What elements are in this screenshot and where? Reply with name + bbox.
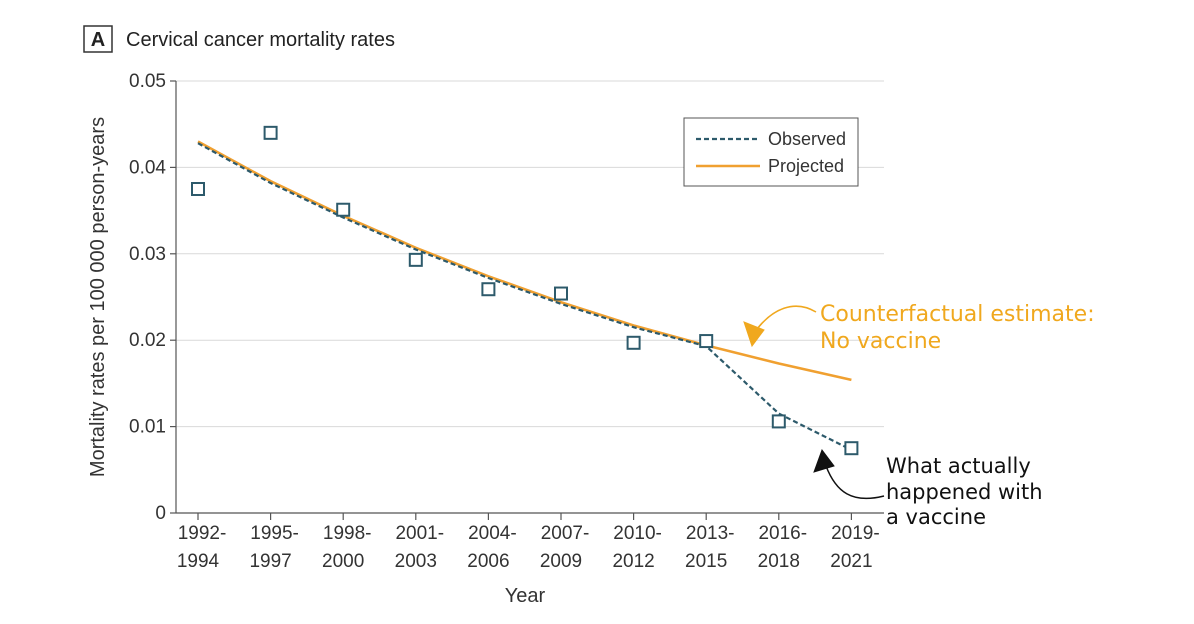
y-tick-label: 0.05 <box>129 71 166 92</box>
y-axis-ticks: 0 0.01 0.02 0.03 0.04 0.05 <box>129 71 176 524</box>
x-tick-label: 1992- <box>178 523 227 544</box>
x-tick-label: 2003 <box>395 551 437 572</box>
actual-arrow-curve <box>825 465 885 500</box>
y-tick-label: 0.01 <box>129 417 166 438</box>
x-tick-label: 1995- <box>250 523 299 544</box>
x-tick-label: 2000 <box>322 551 364 572</box>
panel-label: A <box>91 29 105 51</box>
x-tick-label: 1994 <box>177 551 220 572</box>
actual-line-2: happened with <box>886 480 1043 504</box>
x-tick-label: 2010- <box>613 523 662 544</box>
counterfactual-annotation: Counterfactual estimate: No vaccine <box>743 302 1095 354</box>
y-tick-label: 0.02 <box>129 330 166 351</box>
panel-title: Cervical cancer mortality rates <box>126 29 395 51</box>
data-point-marker <box>263 125 278 140</box>
x-axis-ticks: 1992- 1994 1995- 1997 1998- 2000 2001- 2003 2004… <box>177 513 880 572</box>
x-tick-label: 2013- <box>686 523 735 544</box>
data-point-marker <box>408 252 423 267</box>
x-tick-label: 2012 <box>612 551 654 572</box>
data-point-marker <box>844 441 859 456</box>
x-tick-label: 2018 <box>758 551 800 572</box>
actual-line-3: a vaccine <box>886 505 986 529</box>
legend: Observed Projected <box>683 117 859 187</box>
data-point-marker <box>699 334 714 349</box>
x-tick-label: 2007- <box>541 523 590 544</box>
counterfactual-arrowhead-icon <box>743 321 765 348</box>
legend-observed-label: Observed <box>768 129 846 149</box>
actual-annotation: What actually happened with a vaccine <box>813 448 1043 529</box>
x-tick-label: 1997 <box>249 551 291 572</box>
data-point-marker <box>554 286 568 301</box>
actual-line-1: What actually <box>886 454 1031 478</box>
legend-box <box>683 117 859 187</box>
data-point-marker <box>771 414 786 429</box>
series-lines <box>197 140 852 451</box>
observed-line <box>197 142 852 451</box>
y-tick-label: 0 <box>155 503 166 524</box>
x-axis-title: Year <box>505 585 546 607</box>
projected-line <box>197 140 852 382</box>
x-tick-label: 2006 <box>467 551 509 572</box>
x-tick-label: 2016- <box>758 523 807 544</box>
data-points <box>191 125 859 456</box>
data-point-marker <box>626 335 641 350</box>
data-point-marker <box>481 282 496 297</box>
x-tick-label: 2009 <box>540 551 582 572</box>
legend-projected-label: Projected <box>768 156 844 176</box>
counterfactual-line-1: Counterfactual estimate: <box>820 302 1095 327</box>
x-tick-label: 2019- <box>831 523 880 544</box>
counterfactual-line-2: No vaccine <box>820 329 941 354</box>
x-tick-label: 2001- <box>395 523 444 544</box>
x-tick-label: 2004- <box>468 523 517 544</box>
x-tick-label: 2015 <box>685 551 727 572</box>
x-tick-label: 1998- <box>323 523 372 544</box>
y-tick-label: 0.04 <box>129 157 166 178</box>
panel-label-box <box>83 25 113 53</box>
actual-arrowhead-icon <box>813 448 835 473</box>
axes <box>175 81 884 514</box>
y-axis-title: Mortality rates per 100 000 person-years <box>87 117 109 477</box>
y-tick-label: 0.03 <box>129 244 166 265</box>
x-tick-label: 2021 <box>830 551 872 572</box>
data-point-marker <box>191 182 205 196</box>
data-point-marker <box>336 202 351 217</box>
